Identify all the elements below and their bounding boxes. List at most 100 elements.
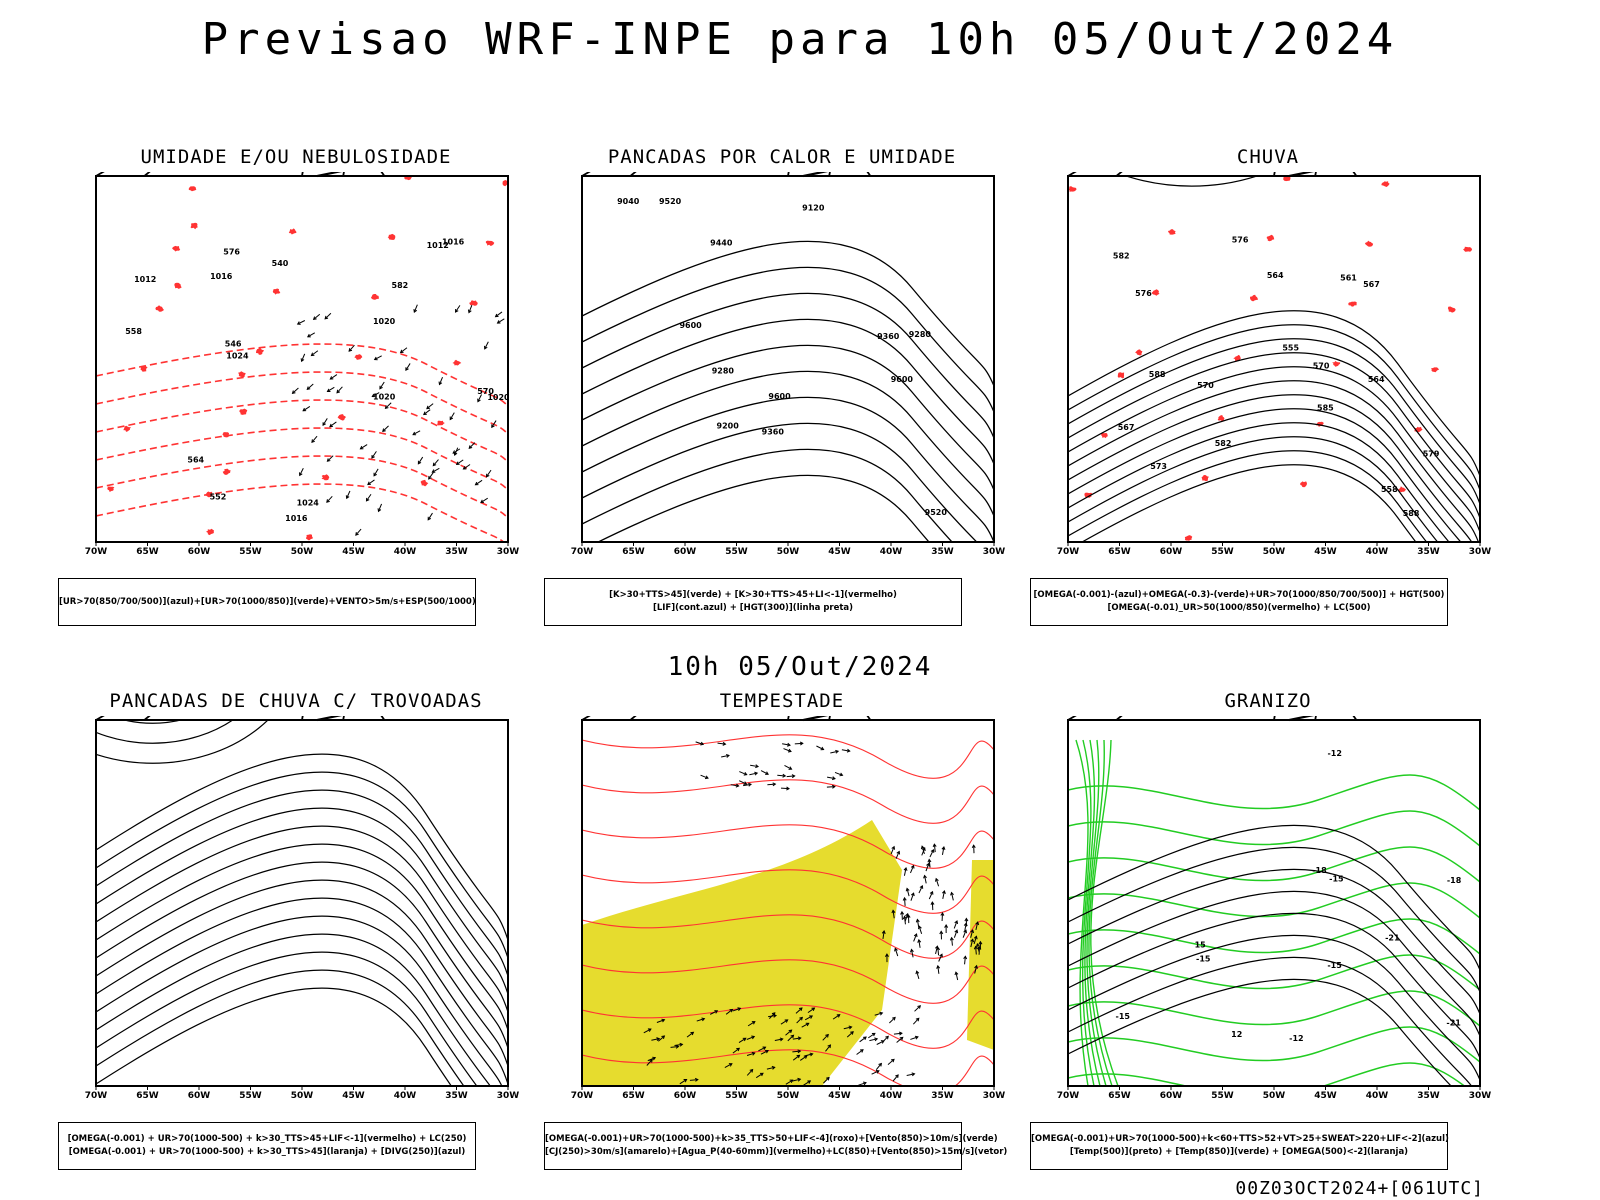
wind-arrowhead	[949, 936, 954, 941]
wind-vector	[455, 305, 461, 313]
wind-arrowhead	[438, 381, 443, 386]
wind-vector	[859, 1036, 867, 1043]
wind-arrowhead	[762, 1046, 767, 1051]
wind-arrowhead	[336, 389, 341, 394]
wind-arrowhead	[771, 1065, 776, 1070]
wind-vector	[841, 749, 850, 752]
wind-arrowhead	[373, 356, 378, 361]
humidity-speckle	[155, 305, 164, 312]
wind-vector	[826, 786, 835, 788]
rain-speckle	[1463, 246, 1473, 252]
contour-label: -15	[1327, 961, 1342, 970]
wind-vector	[825, 1044, 831, 1052]
wind-vector	[749, 772, 758, 776]
contour-line	[96, 861, 508, 1049]
wind-arrowhead	[379, 385, 383, 390]
wind-vector	[785, 1029, 792, 1036]
wind-vector	[750, 764, 759, 768]
wind-vector	[758, 1046, 766, 1052]
wind-arrowhead	[891, 845, 896, 850]
wind-arrowhead	[896, 850, 901, 855]
wind-arrowhead	[973, 935, 978, 940]
rain-speckle	[1101, 432, 1108, 439]
panel-legend: [OMEGA(-0.001)-(azul)+OMEGA(-0.3)-(verde…	[1030, 578, 1448, 626]
rain-speckle	[1300, 481, 1307, 488]
wind-vector	[686, 1031, 694, 1038]
wind-vector	[371, 451, 377, 459]
wind-arrowhead	[786, 786, 790, 791]
coastline-west	[532, 172, 580, 223]
contour-label: 9200	[717, 422, 740, 431]
wind-arrowhead	[929, 890, 934, 895]
wind-vector	[889, 1017, 896, 1024]
wind-vector	[921, 847, 926, 856]
main-title: Previsao WRF-INPE para 10h 05/Out/2024	[201, 14, 1399, 65]
wind-vector	[484, 341, 489, 350]
humidity-speckle	[238, 371, 246, 378]
wind-vector	[647, 1057, 656, 1062]
wind-vector	[918, 939, 921, 948]
contour-label: 15	[1195, 941, 1207, 950]
wind-vector	[795, 1007, 803, 1014]
wind-arrowhead	[714, 1010, 719, 1014]
wind-vector	[327, 386, 335, 392]
wind-vector	[717, 742, 726, 745]
wind-arrowhead	[751, 1035, 756, 1040]
contour-label: -18	[1447, 876, 1462, 885]
wind-arrowhead	[765, 771, 769, 775]
lon-label: 60W	[674, 1091, 697, 1101]
geography	[95, 716, 386, 722]
wind-arrowhead	[454, 309, 459, 313]
wind-arrowhead	[917, 925, 922, 930]
wind-arrowhead	[455, 461, 460, 465]
lon-label: 65W	[1108, 547, 1131, 557]
wind-arrowhead	[839, 772, 844, 777]
wind-vector	[463, 464, 471, 470]
rain-speckle	[1398, 486, 1407, 493]
lon-label: 35W	[931, 547, 954, 557]
wind-arrowhead	[797, 1036, 802, 1041]
lon-label: 35W	[445, 1091, 468, 1101]
temp-850-green	[1090, 739, 1119, 1086]
lon-label: 60W	[1160, 1091, 1183, 1101]
wind-arrowhead	[788, 766, 793, 770]
wind-arrowhead	[891, 909, 896, 914]
wind-arrowhead	[345, 495, 350, 500]
wind-vector	[904, 916, 906, 925]
wind-vector	[695, 741, 704, 745]
map-umidade: 1012 101610201024101210161020102410161020…	[85, 172, 519, 557]
humidity-speckle	[123, 425, 131, 432]
wind-arrowhead	[934, 877, 939, 882]
wind-vector	[882, 930, 885, 939]
contour-line	[96, 789, 508, 977]
wind-vector	[904, 897, 906, 906]
humidity-speckle	[174, 282, 182, 289]
humidity-speckle	[485, 240, 495, 246]
contour-label: 1012	[427, 241, 449, 250]
wind-arrowhead	[797, 1049, 802, 1054]
contour-line	[582, 344, 994, 491]
contour-label: 576	[1135, 289, 1152, 298]
contour-label: 9600	[768, 392, 791, 401]
map-frame	[581, 175, 995, 543]
wind-vector	[799, 1055, 808, 1061]
contour-label: 585	[1317, 403, 1334, 412]
wind-vector	[909, 865, 915, 874]
wind-arrowhead	[973, 945, 978, 950]
temp-850-green	[1068, 1026, 1480, 1063]
wind-vector	[329, 421, 337, 428]
wind-arrowhead	[963, 929, 968, 934]
humidity-speckle	[205, 491, 213, 498]
wind-arrowhead	[725, 753, 730, 758]
humidity-speckle	[306, 534, 313, 541]
wind-vector	[941, 846, 945, 855]
lon-label: 50W	[291, 1091, 314, 1101]
wind-vector	[916, 971, 920, 980]
wind-vector	[942, 890, 945, 899]
humidity-speckle	[206, 528, 215, 536]
wind-vector	[953, 929, 958, 938]
humidity-speckle	[420, 479, 429, 487]
rain-speckle	[1381, 181, 1390, 187]
wind-arrowhead	[836, 1014, 841, 1018]
wind-arrowhead	[790, 1034, 795, 1039]
